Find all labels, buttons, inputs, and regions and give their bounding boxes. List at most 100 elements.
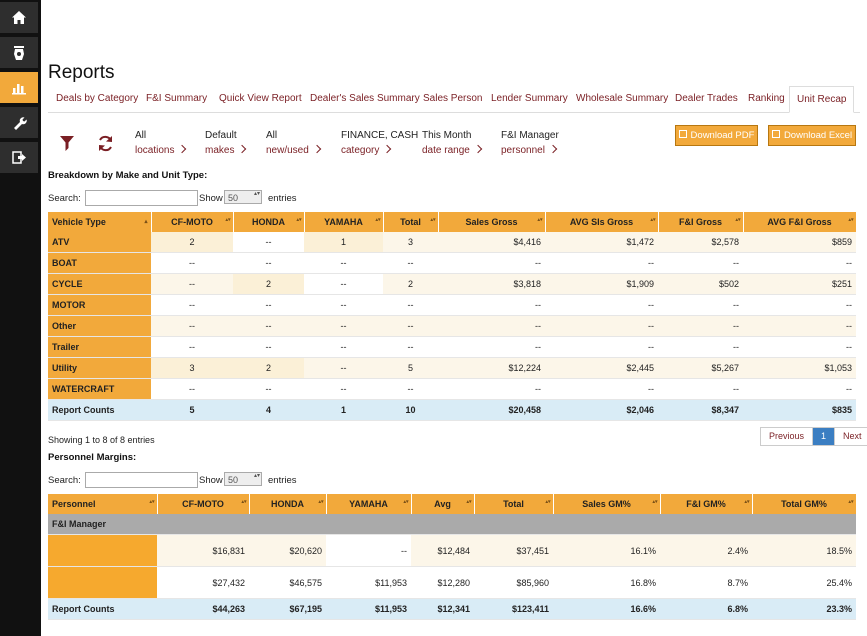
- table-cell: --: [304, 357, 383, 379]
- column-header-avg-fni-gross[interactable]: AVG F&I Gross ▴▾: [743, 212, 857, 232]
- sidebar-item-logout[interactable]: [0, 142, 38, 173]
- tab-wholesale-summary[interactable]: Wholesale Summary: [576, 93, 669, 104]
- total-cell: $44,263: [157, 598, 249, 620]
- download-excel-button[interactable]: Download Excel: [768, 125, 856, 146]
- bar-chart-icon: [12, 83, 26, 94]
- table-cell: --: [438, 336, 545, 358]
- tab-deals-by-category[interactable]: Deals by Category: [56, 93, 139, 104]
- column-header-label: F&I Gross: [678, 217, 722, 227]
- column-header-avg-sls-gross[interactable]: AVG Sls Gross ▴▾: [545, 212, 659, 232]
- column-header-honda[interactable]: HONDA ▴▾: [249, 494, 327, 514]
- tab-sales-person[interactable]: Sales Person: [423, 93, 483, 104]
- column-header-label: Avg: [434, 499, 451, 509]
- table-cell: --: [151, 315, 233, 337]
- column-header-cf-moto[interactable]: CF-MOTO ▴▾: [157, 494, 250, 514]
- tab-unit-recap[interactable]: Unit Recap: [789, 86, 855, 113]
- page-1-button[interactable]: 1: [812, 428, 836, 445]
- tab-dealer-trades[interactable]: Dealer Trades: [675, 93, 738, 104]
- filter-makes-value: Default: [205, 130, 237, 141]
- table-cell: --: [438, 378, 545, 400]
- column-header-label: Total: [503, 499, 524, 509]
- report-tabs: Deals by Category F&I Summary Quick View…: [48, 86, 860, 113]
- search-label: Search:: [48, 193, 81, 204]
- table-cell: $2,578: [658, 232, 743, 253]
- tab-ranking[interactable]: Ranking: [748, 93, 785, 104]
- personnel-search-input[interactable]: [85, 472, 198, 488]
- personnel-entries-select[interactable]: 50: [224, 472, 262, 486]
- column-header-avg[interactable]: Avg ▴▾: [411, 494, 475, 514]
- table-cell: 16.8%: [553, 566, 660, 599]
- table-cell: --: [545, 336, 658, 358]
- total-cell: 10: [383, 399, 438, 421]
- sidebar-item-fni[interactable]: [0, 37, 38, 68]
- filter-locations[interactable]: All locations: [135, 128, 187, 158]
- tab-fni-summary[interactable]: F&I Summary: [146, 93, 208, 104]
- column-header-personnel[interactable]: Personnel ▴▾: [48, 494, 158, 514]
- column-header-label: HONDA: [252, 217, 285, 227]
- column-header-fni-gross[interactable]: F&I Gross ▴▾: [658, 212, 744, 232]
- table-cell: $5,267: [658, 357, 743, 379]
- filter-category-label: category: [341, 145, 380, 156]
- filter-category[interactable]: FINANCE, CASH category: [341, 128, 418, 158]
- column-header-fni-gm[interactable]: F&I GM% ▴▾: [660, 494, 753, 514]
- filter-icon[interactable]: [60, 136, 74, 151]
- sidebar-item-reports[interactable]: [0, 72, 38, 103]
- personnel-search-row: Search: Show 50 entries: [48, 472, 348, 490]
- sidebar-item-tools[interactable]: [0, 107, 38, 138]
- column-header-total-gm[interactable]: Total GM% ▴▾: [752, 494, 857, 514]
- breakdown-entries-select[interactable]: 50: [224, 190, 262, 204]
- filter-new-used[interactable]: All new/used: [266, 128, 322, 158]
- chevron-right-icon: [178, 144, 187, 154]
- column-header-total[interactable]: Total ▴▾: [474, 494, 554, 514]
- column-header-sales-gm[interactable]: Sales GM% ▴▾: [553, 494, 661, 514]
- table-cell: --: [743, 294, 856, 316]
- wrench-icon: [13, 117, 27, 130]
- tab-lender-summary[interactable]: Lender Summary: [491, 93, 568, 104]
- column-header-label: Vehicle Type: [52, 217, 106, 227]
- sort-icon: ▴▾: [225, 217, 231, 223]
- filter-makes[interactable]: Default makes: [205, 128, 247, 158]
- table-cell: --: [658, 294, 743, 316]
- table-cell: --: [545, 252, 658, 274]
- total-cell: $12,341: [411, 598, 474, 620]
- row-label: Trailer: [48, 336, 151, 358]
- column-header-vehicle-type[interactable]: Vehicle Type ▴: [48, 212, 152, 232]
- sort-icon: ▴▾: [545, 499, 551, 505]
- column-header-total[interactable]: Total ▴▾: [383, 212, 439, 232]
- table-row: ATV 2 -- 1 3 $4,416 $1,472 $2,578 $859: [48, 232, 856, 253]
- table-total-row: Report Counts $44,263 $67,195 $11,953 $12,34…: [48, 598, 856, 620]
- filter-personnel[interactable]: F&I Manager personnel: [501, 128, 559, 158]
- filter-date-range[interactable]: This Month date range: [422, 128, 483, 158]
- next-button[interactable]: Next: [843, 431, 862, 441]
- sidebar-item-home[interactable]: [0, 2, 38, 33]
- tab-quick-view-report[interactable]: Quick View Report: [219, 93, 302, 104]
- breakdown-search-input[interactable]: [85, 190, 198, 206]
- total-cell: 1: [304, 399, 383, 421]
- previous-button[interactable]: Previous: [769, 431, 805, 441]
- column-header-cf-moto[interactable]: CF-MOTO ▴▾: [151, 212, 234, 232]
- table-cell: --: [304, 315, 383, 337]
- table-cell: --: [743, 252, 856, 274]
- table-cell: $37,451: [474, 534, 553, 567]
- table-cell: 2: [233, 357, 304, 379]
- show-label: Show: [199, 193, 223, 204]
- table-cell: $11,953: [326, 566, 411, 599]
- table-cell: --: [383, 252, 438, 274]
- column-header-sales-gross[interactable]: Sales Gross ▴▾: [438, 212, 546, 232]
- column-header-yamaha[interactable]: YAMAHA ▴▾: [326, 494, 412, 514]
- table-cell: --: [304, 294, 383, 316]
- filter-bar: All locations Default makes All new/used…: [48, 128, 860, 160]
- column-header-yamaha[interactable]: YAMAHA ▴▾: [304, 212, 384, 232]
- table-row: Trailer -- -- -- -- -- -- -- --: [48, 336, 856, 358]
- download-icon: [771, 130, 780, 139]
- table-cell: --: [233, 378, 304, 400]
- refresh-icon[interactable]: [97, 135, 114, 152]
- total-cell: $67,195: [249, 598, 326, 620]
- row-label: ATV: [48, 232, 151, 253]
- tab-dealers-sales-summary[interactable]: Dealer's Sales Summary: [310, 93, 420, 104]
- download-pdf-button[interactable]: Download PDF: [675, 125, 758, 146]
- column-header-honda[interactable]: HONDA ▴▾: [233, 212, 305, 232]
- breakdown-info: Showing 1 to 8 of 8 entries: [48, 435, 155, 445]
- table-cell: --: [438, 252, 545, 274]
- table-cell: --: [438, 294, 545, 316]
